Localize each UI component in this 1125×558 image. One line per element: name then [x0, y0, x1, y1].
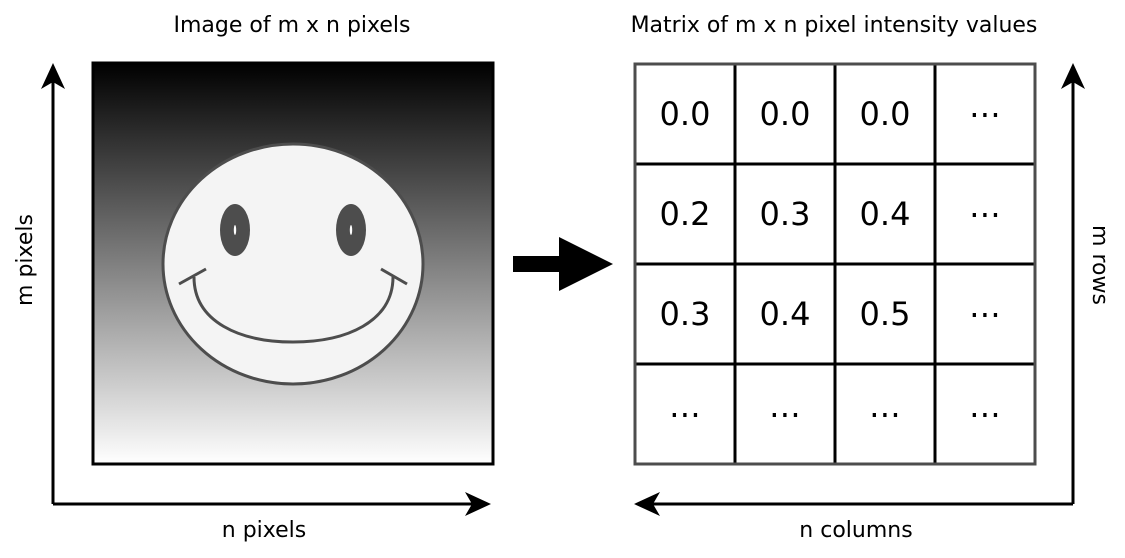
matrix-cell-r2-c1: 0.2	[660, 195, 711, 233]
matrix-cell-r3-c3: 0.5	[860, 295, 911, 333]
matrix-cell-r1-c1: 0.0	[660, 95, 711, 133]
n-columns-arrowhead	[634, 492, 660, 516]
transform-arrow-shaft	[513, 256, 563, 272]
left-eye-highlight	[233, 225, 237, 235]
n-columns-label: n columns	[799, 518, 912, 543]
matrix-cell-r4-c2: ⋯	[769, 395, 801, 433]
matrix-cell-r1-c2: 0.0	[760, 95, 811, 133]
matrix-cell-r3-c1: 0.3	[660, 295, 711, 333]
smiley-face-outline	[161, 142, 425, 386]
smile-left-dimple	[178, 267, 207, 286]
image-axes	[41, 63, 491, 516]
transform-arrow-head	[559, 237, 613, 291]
m-rows-label: m rows	[1087, 225, 1112, 305]
matrix-cell-r3-c2: 0.4	[760, 295, 811, 333]
matrix-cell-r1-c3: 0.0	[860, 95, 911, 133]
matrix-grid-lines	[635, 64, 1035, 464]
n-pixels-arrowhead	[465, 492, 491, 516]
m-pixels-arrowhead	[41, 63, 65, 89]
grayscale-image	[91, 61, 495, 466]
smiley-face-icon	[161, 142, 425, 386]
matrix-title: Matrix of m x n pixel intensity values	[631, 13, 1038, 38]
smile-mouth	[192, 276, 395, 344]
intensity-matrix: 0.0 0.0 0.0 ⋯ 0.2 0.3 0.4 ⋯ 0.3 0.4 0.5 ⋯ ⋯ ⋯ ⋯ ⋯	[633, 62, 1037, 466]
n-pixels-label: n pixels	[222, 518, 306, 543]
matrix-cell-r2-c4: ⋯	[969, 195, 1001, 233]
m-rows-arrowhead	[1061, 63, 1085, 89]
matrix-axes	[634, 63, 1085, 516]
m-pixels-label: m pixels	[13, 214, 38, 306]
matrix-border	[633, 62, 1037, 466]
matrix-cell-r2-c3: 0.4	[860, 195, 911, 233]
smile-right-dimple	[380, 267, 408, 286]
matrix-cell-r4-c1: ⋯	[669, 395, 701, 433]
transform-arrow-icon	[513, 237, 613, 291]
matrix-cells: 0.0 0.0 0.0 ⋯ 0.2 0.3 0.4 ⋯ 0.3 0.4 0.5 ⋯ ⋯ ⋯ ⋯ ⋯	[660, 95, 1001, 433]
matrix-cell-r3-c4: ⋯	[969, 295, 1001, 333]
matrix-cell-r4-c3: ⋯	[869, 395, 901, 433]
image-title: Image of m x n pixels	[174, 13, 411, 38]
matrix-cell-r4-c4: ⋯	[969, 395, 1001, 433]
matrix-cell-r1-c4: ⋯	[969, 95, 1001, 133]
right-eye-highlight	[349, 225, 353, 235]
matrix-cell-r2-c2: 0.3	[760, 195, 811, 233]
